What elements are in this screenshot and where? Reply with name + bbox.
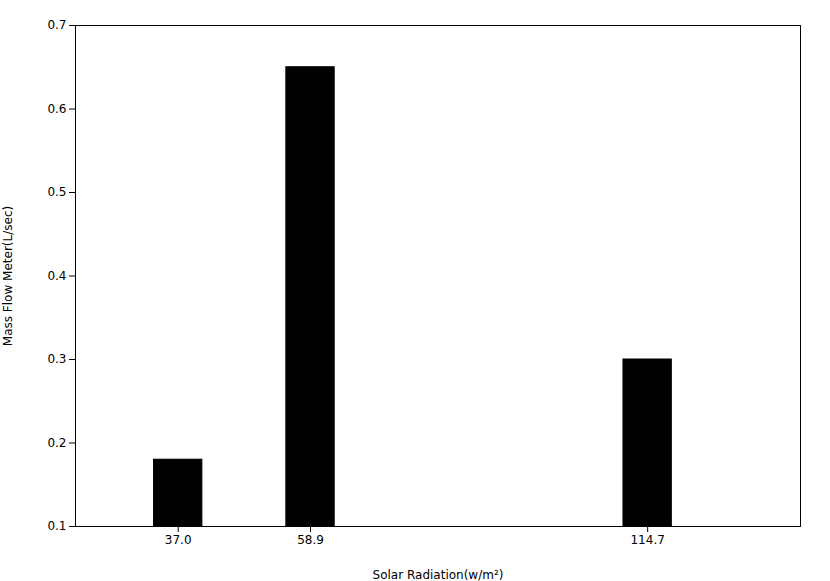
svg-text:0.1: 0.1 [47, 519, 66, 533]
svg-text:58.9: 58.9 [297, 533, 324, 547]
svg-text:0.5: 0.5 [47, 185, 66, 199]
svg-text:0.4: 0.4 [47, 269, 66, 283]
svg-text:37.0: 37.0 [165, 533, 192, 547]
svg-text:0.6: 0.6 [47, 102, 66, 116]
svg-text:Mass Flow Meter(L/sec): Mass Flow Meter(L/sec) [1, 206, 15, 346]
svg-text:0.3: 0.3 [47, 352, 66, 366]
svg-text:114.7: 114.7 [630, 533, 664, 547]
svg-text:Solar Radiation(w/m²): Solar Radiation(w/m²) [373, 568, 504, 581]
svg-text:0.2: 0.2 [47, 436, 66, 450]
svg-text:0.7: 0.7 [47, 18, 66, 32]
